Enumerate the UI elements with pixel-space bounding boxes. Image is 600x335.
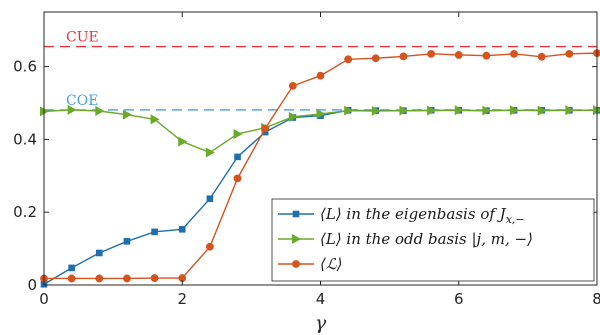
data-point — [316, 108, 326, 119]
data-point — [399, 105, 409, 116]
y-tick-label: 0.2 — [13, 203, 37, 221]
data-point — [151, 228, 158, 236]
x-axis-label: γ — [315, 312, 327, 334]
legend-marker-0 — [292, 210, 300, 218]
data-point — [67, 104, 77, 115]
data-point — [537, 105, 547, 116]
legend-entry-1: ⟨L⟩ in the odd basis |j, m, −⟩ — [320, 230, 533, 248]
data-point — [565, 49, 574, 58]
data-point — [233, 128, 243, 139]
x-tick-label: 4 — [316, 290, 326, 308]
legend: ⟨L⟩ in the eigenbasis of Jx,− ⟨L⟩ in the … — [271, 198, 595, 282]
data-point — [150, 274, 159, 282]
ticks: 0 2 4 6 8 0 0.2 0.4 0.6 — [13, 12, 600, 308]
data-point — [261, 124, 270, 133]
data-point — [510, 105, 520, 116]
data-point — [427, 49, 435, 58]
reference-lines: CUE COE — [44, 30, 597, 111]
data-point — [427, 105, 437, 116]
data-point — [95, 274, 104, 283]
data-point — [565, 105, 575, 116]
data-point — [68, 264, 75, 272]
data-point — [344, 55, 353, 64]
x-tick-label: 8 — [592, 290, 600, 308]
data-point — [399, 52, 408, 61]
data-point — [206, 242, 214, 251]
data-point — [122, 109, 132, 120]
data-point — [482, 51, 491, 60]
data-point — [96, 249, 103, 257]
x-tick-label: 6 — [454, 290, 464, 308]
data-point — [234, 153, 241, 161]
legend-entry-0: ⟨L⟩ in the eigenbasis of Jx,− — [320, 205, 525, 226]
data-point — [371, 106, 381, 117]
y-tick-label: 0 — [27, 276, 37, 294]
data-point — [344, 105, 354, 116]
data-point — [178, 274, 187, 282]
series-layer — [40, 49, 600, 288]
data-point — [123, 274, 131, 283]
reference-label-cue: CUE — [66, 30, 99, 46]
data-point — [123, 238, 131, 245]
y-tick-label: 0.4 — [13, 130, 37, 148]
data-point — [537, 52, 546, 61]
data-point — [510, 49, 518, 58]
data-point — [178, 226, 186, 233]
data-point — [67, 274, 76, 283]
data-point — [178, 136, 188, 147]
legend-entry-2: ⟨ℒ⟩ — [320, 255, 343, 273]
series-2 — [40, 49, 600, 283]
data-point — [233, 174, 242, 183]
data-point — [205, 147, 215, 158]
data-point — [288, 111, 298, 122]
data-point — [150, 114, 160, 125]
y-tick-label: 0.6 — [13, 58, 37, 76]
data-point — [371, 54, 380, 63]
data-point — [454, 51, 463, 59]
x-tick-label: 0 — [39, 290, 49, 308]
reference-label-coe: COE — [66, 93, 98, 109]
x-tick-label: 2 — [177, 290, 187, 308]
data-point — [288, 81, 297, 90]
data-point — [454, 105, 464, 116]
data-point — [482, 105, 492, 116]
legend-marker-1 — [292, 234, 301, 244]
legend-box — [271, 198, 595, 282]
data-point — [206, 195, 214, 203]
data-point — [316, 71, 325, 80]
legend-marker-2 — [292, 260, 300, 268]
data-point — [95, 106, 105, 117]
